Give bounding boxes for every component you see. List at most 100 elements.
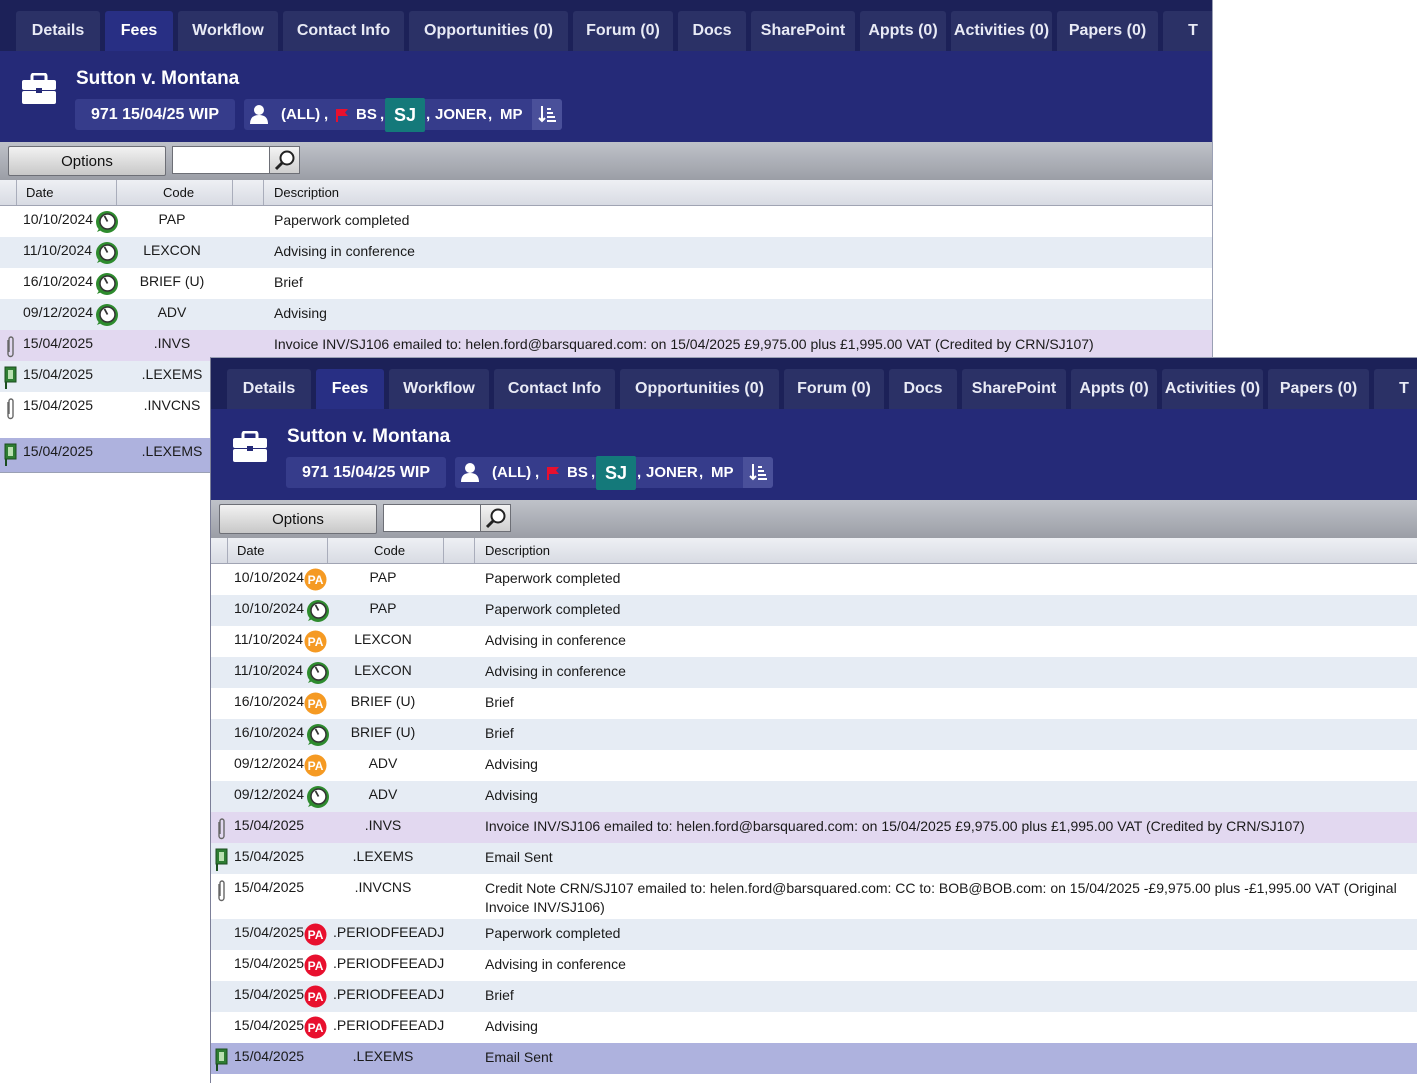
sort-button[interactable] — [532, 99, 562, 130]
all-filter[interactable]: (ALL) — [281, 106, 321, 123]
column-code[interactable]: Code — [163, 185, 195, 200]
tab-opportunities-0[interactable]: Opportunities (0) — [409, 11, 568, 51]
row-code: .LEXEMS — [352, 1048, 414, 1064]
table-row[interactable]: 15/04/2025 .INVCNS Credit Note CRN/SJ107 e… — [211, 874, 1417, 919]
tab-forum-0[interactable]: Forum (0) — [573, 11, 673, 51]
table-row[interactable]: 16/10/2024 BRIEF (U) Brief — [211, 719, 1417, 750]
table-row[interactable]: 10/10/2024 PAP Paperwork completed — [211, 595, 1417, 626]
pa-orange-badge-icon: PA — [304, 692, 327, 715]
tab-activities-0[interactable]: Activities (0) — [951, 11, 1052, 51]
column-code[interactable]: Code — [374, 543, 406, 558]
row-date: 15/04/2025 — [234, 924, 305, 940]
table-row[interactable]: 15/04/2025 PA .PERIODFEEADJ Advising — [211, 1012, 1417, 1043]
tab-contact-info[interactable]: Contact Info — [494, 369, 615, 409]
tab-sharepoint[interactable]: SharePoint — [962, 369, 1066, 409]
column-date[interactable]: Date — [237, 543, 265, 558]
row-description: Invoice INV/SJ106 emailed to: helen.ford… — [274, 336, 1094, 352]
row-date: 10/10/2024 — [23, 211, 94, 227]
person-mp[interactable]: MP — [500, 106, 523, 123]
table-row[interactable]: 11/10/2024 LEXCON Advising in conference — [211, 657, 1417, 688]
table-row[interactable]: 11/10/2024 LEXCON Advising in conference — [0, 237, 1212, 268]
pa-red-badge-icon: PA — [304, 1016, 327, 1039]
person-bs[interactable]: BS — [567, 464, 588, 481]
options-button[interactable]: Options — [219, 504, 377, 534]
row-icon — [4, 443, 17, 469]
column-date[interactable]: Date — [26, 185, 54, 200]
table-row[interactable]: 09/12/2024 ADV Advising — [211, 781, 1417, 812]
person-icon — [461, 463, 479, 482]
tab-appts-0[interactable]: Appts (0) — [1071, 369, 1157, 409]
fee-earner-chip[interactable]: (ALL) , BS , SJ , JONER , MP — [455, 456, 773, 490]
column-header: Date Code Description — [211, 538, 1417, 564]
tab-docs[interactable]: Docs — [678, 11, 746, 51]
svg-text:PA: PA — [308, 635, 324, 649]
table-row[interactable]: 11/10/2024 PA LEXCON Advising in conference — [211, 626, 1417, 657]
row-icon: PA — [304, 692, 327, 718]
tab-appts-0[interactable]: Appts (0) — [860, 11, 946, 51]
options-button[interactable]: Options — [8, 146, 166, 176]
table-row[interactable]: 15/04/2025 .INVS Invoice INV/SJ106 emailed… — [0, 330, 1212, 361]
table-row[interactable]: 09/12/2024 PA ADV Advising — [211, 750, 1417, 781]
person-mp[interactable]: MP — [711, 464, 734, 481]
sort-icon — [749, 464, 767, 481]
person-bs[interactable]: BS — [356, 106, 377, 123]
tab-details[interactable]: Details — [16, 11, 100, 51]
separator: , — [535, 464, 540, 481]
table-row[interactable]: 15/04/2025 .LEXEMS Email Sent — [211, 1043, 1417, 1074]
table-row[interactable]: 10/10/2024 PAP Paperwork completed — [0, 206, 1212, 237]
tab-contact-info[interactable]: Contact Info — [283, 11, 404, 51]
row-date: 10/10/2024 — [234, 569, 305, 585]
all-filter[interactable]: (ALL) — [492, 464, 532, 481]
tab-details[interactable]: Details — [227, 369, 311, 409]
table-row[interactable]: 10/10/2024 PA PAP Paperwork completed — [211, 564, 1417, 595]
tab-sharepoint[interactable]: SharePoint — [751, 11, 855, 51]
sort-button[interactable] — [743, 457, 773, 488]
column-description[interactable]: Description — [274, 185, 340, 200]
person-joner[interactable]: JONER — [435, 106, 487, 123]
row-icon — [95, 303, 119, 330]
tab-papers-0[interactable]: Papers (0) — [1268, 369, 1369, 409]
tab-docs[interactable]: Docs — [889, 369, 957, 409]
person-joner[interactable]: JONER — [646, 464, 698, 481]
row-date: 11/10/2024 — [234, 631, 304, 647]
table-row[interactable]: 16/10/2024 PA BRIEF (U) Brief — [211, 688, 1417, 719]
search-button[interactable] — [480, 504, 511, 532]
timer-icon — [96, 273, 118, 295]
tab-fees[interactable]: Fees — [316, 369, 384, 409]
search-button[interactable] — [269, 146, 300, 174]
table-row[interactable]: 16/10/2024 BRIEF (U) Brief — [0, 268, 1212, 299]
table-row[interactable]: 15/04/2025 .INVS Invoice INV/SJ106 emailed… — [211, 812, 1417, 843]
row-description: Paperwork completed — [274, 212, 410, 228]
person-sj-badge[interactable]: SJ — [596, 456, 636, 490]
row-date: 15/04/2025 — [234, 848, 305, 864]
tab-forum-0[interactable]: Forum (0) — [784, 369, 884, 409]
row-icon: PA — [304, 630, 327, 656]
column-description[interactable]: Description — [485, 543, 551, 558]
table-row[interactable]: 09/12/2024 ADV Advising — [0, 299, 1212, 330]
table-row[interactable]: 15/04/2025 .LEXEMS Email Sent — [211, 843, 1417, 874]
wip-chip[interactable]: 971 15/04/25 WIP — [286, 457, 446, 488]
tab-workflow[interactable]: Workflow — [178, 11, 278, 51]
row-icon — [5, 336, 15, 361]
tab-opportunities-0[interactable]: Opportunities (0) — [620, 369, 779, 409]
table-row[interactable]: 15/04/2025 PA .PERIODFEEADJ Advising in con… — [211, 950, 1417, 981]
person-sj-badge[interactable]: SJ — [385, 98, 425, 132]
tab-workflow[interactable]: Workflow — [389, 369, 489, 409]
search-input[interactable] — [383, 504, 480, 532]
fee-earner-chip[interactable]: (ALL) , BS , SJ , JONER , MP — [244, 98, 562, 132]
table-row[interactable]: 15/04/2025 PA .PERIODFEEADJ Paperwork compl… — [211, 919, 1417, 950]
row-icon — [215, 848, 228, 874]
row-icon — [95, 210, 119, 237]
wip-chip[interactable]: 971 15/04/25 WIP — [75, 99, 235, 130]
row-date: 11/10/2024 — [23, 242, 93, 258]
tab-papers-0[interactable]: Papers (0) — [1057, 11, 1158, 51]
row-date: 11/10/2024 — [234, 662, 304, 678]
row-description: Advising in conference — [485, 956, 626, 972]
search-input[interactable] — [172, 146, 269, 174]
separator: , — [699, 464, 704, 481]
tab-t[interactable]: T — [1163, 11, 1212, 51]
table-row[interactable]: 15/04/2025 PA .PERIODFEEADJ Brief — [211, 981, 1417, 1012]
tab-activities-0[interactable]: Activities (0) — [1162, 369, 1263, 409]
tab-fees[interactable]: Fees — [105, 11, 173, 51]
tab-t[interactable]: T — [1374, 369, 1417, 409]
